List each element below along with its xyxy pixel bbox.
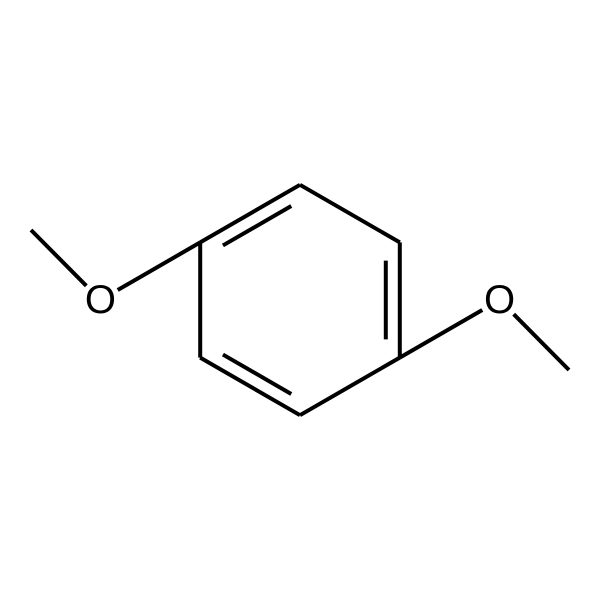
- bond-line: [300, 358, 400, 416]
- bond-line: [514, 314, 569, 370]
- bond-line: [223, 206, 291, 245]
- bond-line: [200, 185, 300, 243]
- bond-line: [223, 355, 291, 394]
- bond-line: [31, 230, 86, 286]
- bond-line: [118, 242, 200, 290]
- molecule-diagram: OO: [0, 0, 600, 600]
- bond-line: [400, 310, 482, 358]
- atom-label: O: [85, 278, 116, 322]
- bond-line: [200, 358, 300, 416]
- bond-line: [300, 185, 400, 243]
- atom-label: O: [484, 278, 515, 322]
